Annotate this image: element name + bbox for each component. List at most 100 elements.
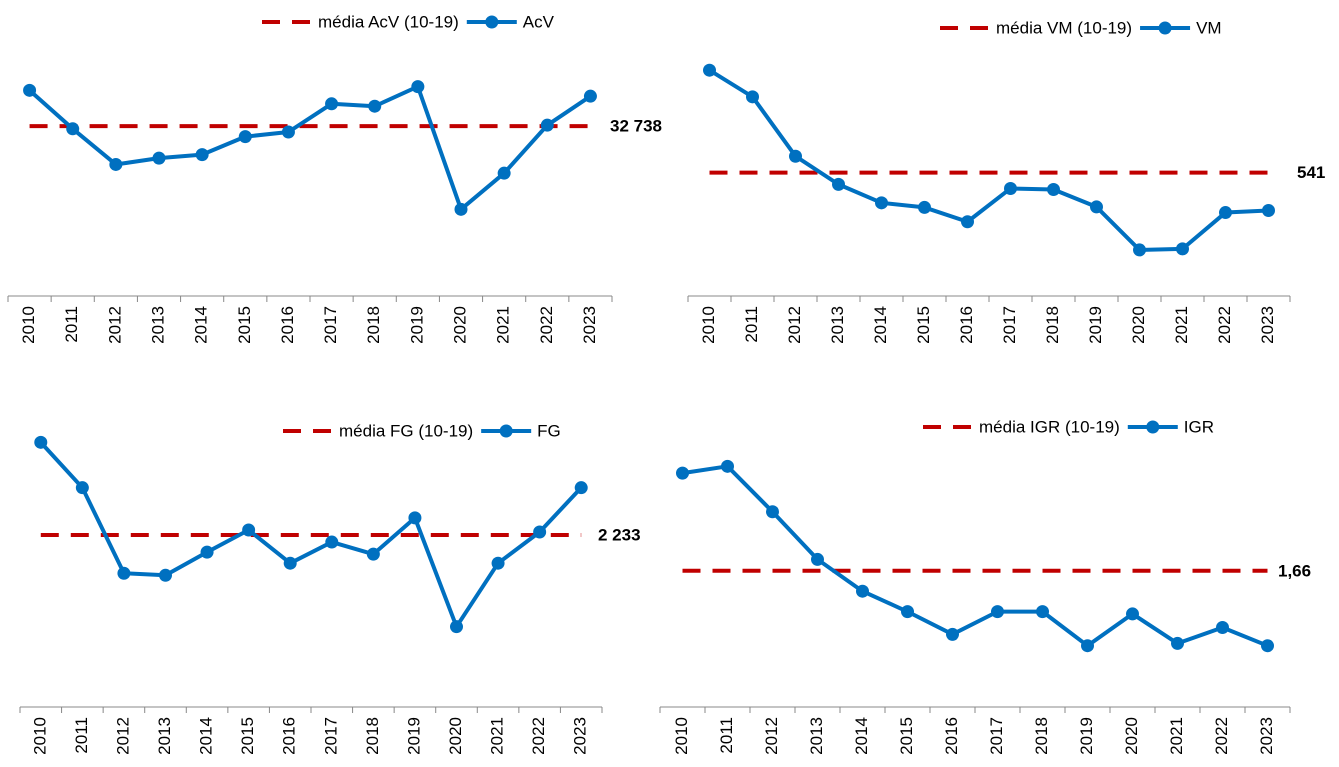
x-tick-label: 2017 (987, 717, 1006, 755)
data-point (242, 523, 256, 537)
x-tick-label: 2013 (148, 306, 167, 344)
legend-swatch-marker (1146, 420, 1160, 434)
data-point (1261, 639, 1274, 653)
data-point (283, 556, 297, 570)
x-tick-label: 2014 (871, 306, 890, 344)
data-point (746, 90, 759, 104)
x-tick-label: 2022 (537, 306, 556, 344)
data-point (901, 605, 914, 619)
data-point (491, 556, 505, 570)
data-point (368, 99, 382, 113)
x-tick-label: 2011 (742, 306, 761, 343)
x-tick-label: 2011 (717, 717, 736, 754)
x-tick-label: 2020 (1129, 306, 1148, 344)
data-point (411, 80, 425, 94)
data-point (408, 511, 422, 525)
data-point (1219, 206, 1232, 220)
data-point (875, 196, 888, 210)
x-tick-label: 2012 (762, 717, 781, 755)
data-point (117, 566, 131, 580)
data-point (856, 584, 869, 598)
data-point (832, 177, 845, 191)
data-line (39, 440, 583, 629)
data-point (1004, 181, 1017, 195)
x-tick-label: 2019 (1086, 306, 1105, 344)
legend-swatch-marker (499, 424, 513, 438)
x-tick-label: 2012 (113, 717, 132, 755)
data-point (152, 151, 166, 165)
x-tick-label: 2015 (235, 306, 254, 344)
data-point (75, 481, 89, 495)
x-tick-label: 2020 (450, 306, 469, 344)
x-tick-label: 2011 (62, 306, 81, 343)
data-point (1216, 621, 1229, 635)
legend-swatch-marker (1158, 21, 1172, 35)
legend-label: VM (1196, 18, 1222, 37)
data-point (23, 83, 37, 97)
data-line (708, 68, 1269, 252)
mean-label: 2 233 (598, 525, 641, 544)
x-tick-label: 2019 (404, 717, 423, 755)
data-point (721, 459, 734, 473)
data-line (28, 84, 592, 212)
data-line (682, 464, 1269, 648)
x-tick-label: 2023 (580, 306, 599, 344)
data-point (1171, 636, 1184, 650)
data-point (583, 89, 597, 103)
mean-label: 32 738 (610, 117, 662, 136)
data-point (200, 545, 214, 559)
data-point (366, 547, 380, 561)
x-tick-label: 2015 (897, 717, 916, 755)
x-tick-label: 2023 (1258, 306, 1277, 344)
x-tick-label: 2016 (957, 306, 976, 344)
legend-label: AcV (523, 12, 555, 31)
x-tick-label: 2010 (19, 306, 38, 344)
data-point (325, 535, 339, 549)
data-point (540, 118, 554, 132)
x-tick-label: 2015 (914, 306, 933, 344)
legend-label: média FG (10-19) (339, 421, 473, 440)
x-tick-label: 2021 (488, 717, 507, 755)
x-tick-label: 2021 (1172, 306, 1191, 344)
legend-label: média IGR (10-19) (979, 417, 1120, 436)
x-tick-label: 2018 (364, 306, 383, 344)
data-point (159, 568, 172, 582)
data-point (1176, 242, 1189, 256)
x-tick-label: 2017 (1000, 306, 1019, 344)
data-point (281, 125, 295, 139)
data-point (109, 157, 123, 171)
legend-label: média VM (10-19) (996, 18, 1132, 37)
data-point (66, 122, 80, 136)
data-point (533, 525, 547, 539)
x-tick-label: 2021 (1167, 717, 1186, 755)
data-point (238, 130, 252, 144)
data-point (497, 166, 511, 180)
x-tick-label: 2013 (828, 306, 847, 344)
x-tick-label: 2019 (1077, 717, 1096, 755)
x-tick-label: 2015 (238, 717, 257, 755)
data-point (1036, 605, 1049, 619)
x-tick-label: 2022 (529, 717, 548, 755)
data-point (991, 605, 1004, 619)
data-point (195, 148, 209, 162)
data-point (454, 202, 468, 216)
x-tick-label: 2014 (852, 717, 871, 755)
x-tick-label: 2018 (363, 717, 382, 755)
data-point (918, 200, 931, 214)
x-tick-label: 2023 (571, 717, 590, 755)
data-point (961, 215, 974, 229)
x-tick-label: 2020 (1122, 717, 1141, 755)
x-tick-label: 2012 (785, 306, 804, 344)
x-tick-label: 2011 (72, 717, 91, 754)
x-tick-label: 2022 (1212, 717, 1231, 755)
data-point (766, 505, 779, 519)
data-point (1090, 200, 1103, 214)
x-tick-label: 2018 (1043, 306, 1062, 344)
x-tick-label: 2010 (699, 306, 718, 344)
data-point (450, 620, 463, 634)
x-tick-label: 2017 (321, 717, 340, 755)
mean-label: 541 (1297, 163, 1325, 182)
legend-label: FG (537, 421, 561, 440)
